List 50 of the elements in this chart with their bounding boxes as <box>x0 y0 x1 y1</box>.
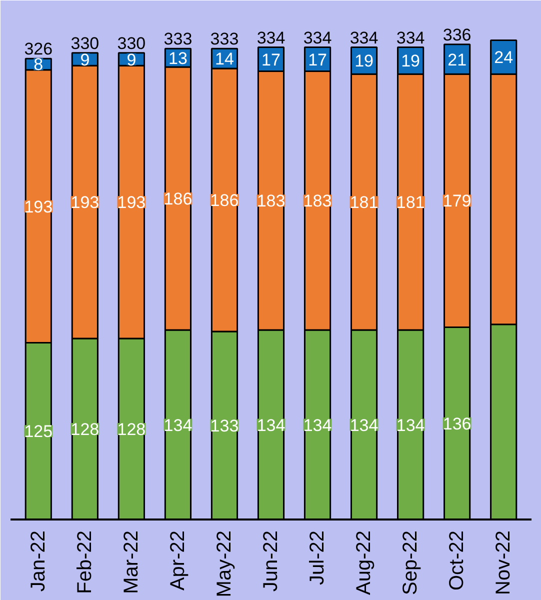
data-label: 134 <box>396 416 425 435</box>
x-tick-label: Jun-22 <box>260 530 282 592</box>
data-label: 134 <box>350 416 378 435</box>
x-tick-label: Sep-22 <box>400 530 422 595</box>
data-label: 179 <box>442 192 472 211</box>
data-label: 136 <box>442 414 472 434</box>
data-label: 128 <box>70 420 100 440</box>
data-label: 14 <box>215 50 234 69</box>
data-label: 193 <box>24 197 53 216</box>
data-label: 19 <box>401 52 420 71</box>
x-tick-label: Aug-22 <box>353 530 376 595</box>
data-label: 24 <box>494 48 514 68</box>
data-label: 134 <box>303 416 332 435</box>
data-label: 17 <box>262 50 280 70</box>
total-label: 334 <box>396 28 425 48</box>
total-label: 334 <box>303 28 332 48</box>
data-label: 9 <box>126 50 136 70</box>
data-label: 17 <box>308 50 327 70</box>
x-tick-label: Oct-22 <box>446 530 468 591</box>
data-label: 19 <box>354 52 374 71</box>
x-tick-label: Jul-22 <box>306 530 329 585</box>
data-label: 181 <box>350 193 378 212</box>
x-tick-label: Mar-22 <box>120 530 142 594</box>
data-label: 193 <box>70 193 100 212</box>
data-label: 133 <box>210 416 239 436</box>
total-label: 334 <box>350 28 378 48</box>
total-label: 330 <box>117 34 146 53</box>
x-tick-label: Nov-22 <box>492 530 515 595</box>
data-label: 183 <box>256 192 286 211</box>
data-label: 181 <box>396 193 425 212</box>
data-label: 183 <box>303 192 332 211</box>
data-label: 186 <box>210 190 239 210</box>
x-tick-label: Jan-22 <box>27 530 50 592</box>
data-label: 13 <box>168 48 188 68</box>
data-label: 9 <box>80 50 90 70</box>
data-label: 125 <box>24 422 53 442</box>
data-label: 186 <box>164 190 192 209</box>
total-label: 334 <box>256 28 286 48</box>
total-label: 333 <box>210 30 239 49</box>
data-label: 21 <box>448 50 467 70</box>
x-tick-label: Feb-22 <box>74 530 96 594</box>
x-tick-label: May-22 <box>213 530 236 598</box>
total-label: 336 <box>442 25 472 44</box>
data-label: 134 <box>256 416 286 435</box>
total-label: 333 <box>164 30 192 49</box>
data-label: 128 <box>117 420 146 440</box>
x-tick-label: Apr-22 <box>166 530 189 591</box>
total-label: 330 <box>70 34 100 53</box>
data-label: 193 <box>117 193 146 212</box>
data-label: 134 <box>164 416 192 435</box>
